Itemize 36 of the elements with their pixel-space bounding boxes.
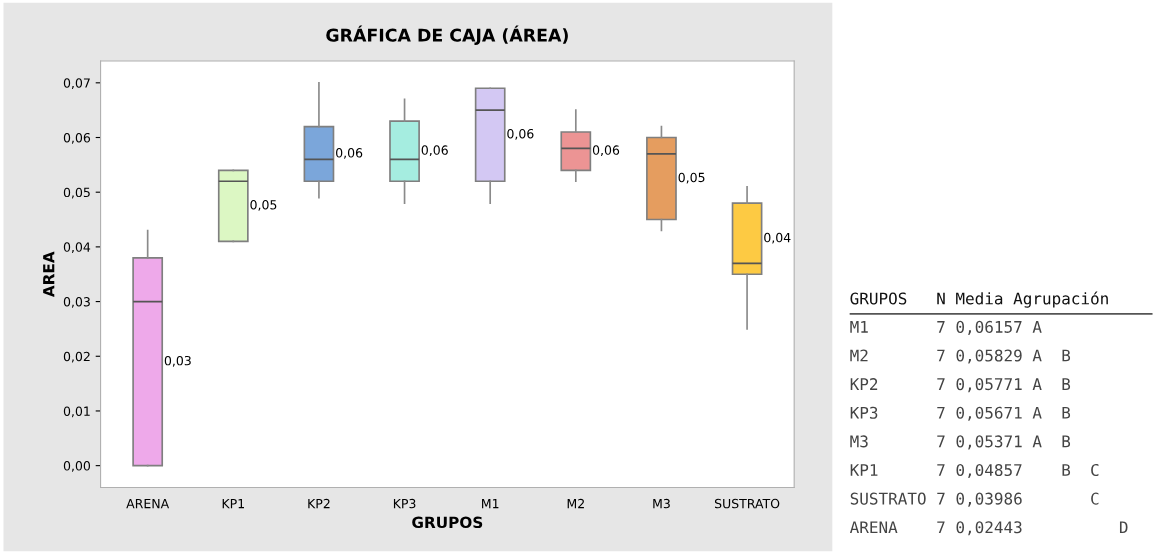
annotation: 0,05 [678,172,705,184]
x-tick-label: SUSTRATO [714,498,780,509]
y-tick-label: 0,05 [63,187,90,199]
annotation: 0,05 [250,200,277,211]
x-tick-label: KP3 [393,498,416,509]
y-tick-label: 0,06 [63,132,91,144]
annotation: 0,04 [764,232,791,244]
annotation: 0,03 [164,355,191,367]
text: KP2 7 0,05771 A B [850,378,1071,393]
text: M1 7 0,06157 A [850,320,1042,335]
x-tick-label: KP1 [222,499,244,509]
x-axis-title: GRUPOS [412,516,483,529]
annotation: 0,06 [507,128,534,140]
y-tick-label: 0,02 [63,351,90,363]
y-tick-label: 0,01 [63,406,90,418]
text: KP3 7 0,05671 A B [850,406,1071,421]
text: M2 7 0,05829 A B [850,349,1071,364]
y-tick-label: 0,04 [63,242,91,254]
y-tick-label: 0,07 [63,78,90,90]
x-tick-label: KP2 [308,498,330,509]
chart-title: GRÁFICA DE CAJA (ÁREA) [326,25,568,45]
y-tick-label: 0,03 [63,297,90,308]
text: GRUPOS N Media Agrupación [850,291,1108,308]
x-tick-label: M2 [567,498,584,509]
annotation: 0,06 [421,145,448,157]
annotation: 0,06 [592,145,620,157]
text: KP1 7 0,04857 B C [850,463,1099,479]
text: ARENA 7 0,02443 D [849,521,1128,536]
x-tick-label: ARENA [126,499,170,509]
x-tick-label: M3 [653,498,670,509]
text: SUSTRATO 7 0,03986 C [850,492,1099,507]
y-tick-label: 0,00 [63,461,91,472]
annotation: 0,06 [336,148,363,159]
y-axis-title: AREA [43,251,55,298]
x-tick-label: M1 [482,499,499,509]
text: M3 7 0,05371 A B [850,435,1071,450]
